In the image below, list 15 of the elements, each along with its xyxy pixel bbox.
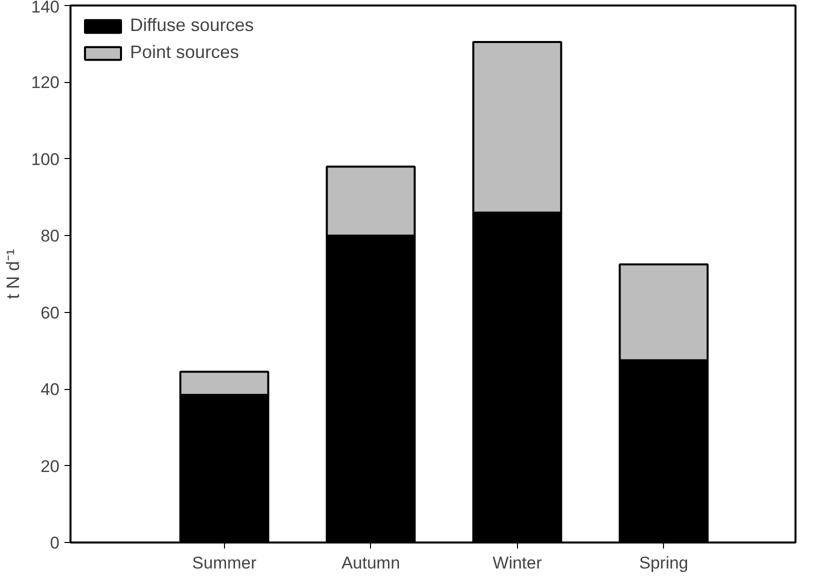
legend-label: Point sources [130, 42, 240, 63]
y-tick-label: 40 [40, 380, 60, 400]
y-axis-title: t N d⁻¹ [3, 248, 24, 300]
y-tick-label: 120 [31, 73, 60, 92]
legend-label: Diffuse sources [130, 15, 254, 36]
y-tick-label: 140 [31, 0, 60, 16]
y-tick-label: 80 [40, 226, 60, 246]
x-tick-label: Spring [639, 554, 688, 572]
x-tick-label: Autumn [341, 554, 400, 572]
y-tick-label: 60 [40, 303, 60, 322]
y-tick-label: 100 [31, 150, 60, 169]
y-tick-label: 20 [40, 456, 60, 476]
y-tick-label: 0 [50, 534, 60, 552]
x-tick-label: Winter [492, 554, 542, 572]
x-tick-label: Summer [192, 554, 257, 572]
